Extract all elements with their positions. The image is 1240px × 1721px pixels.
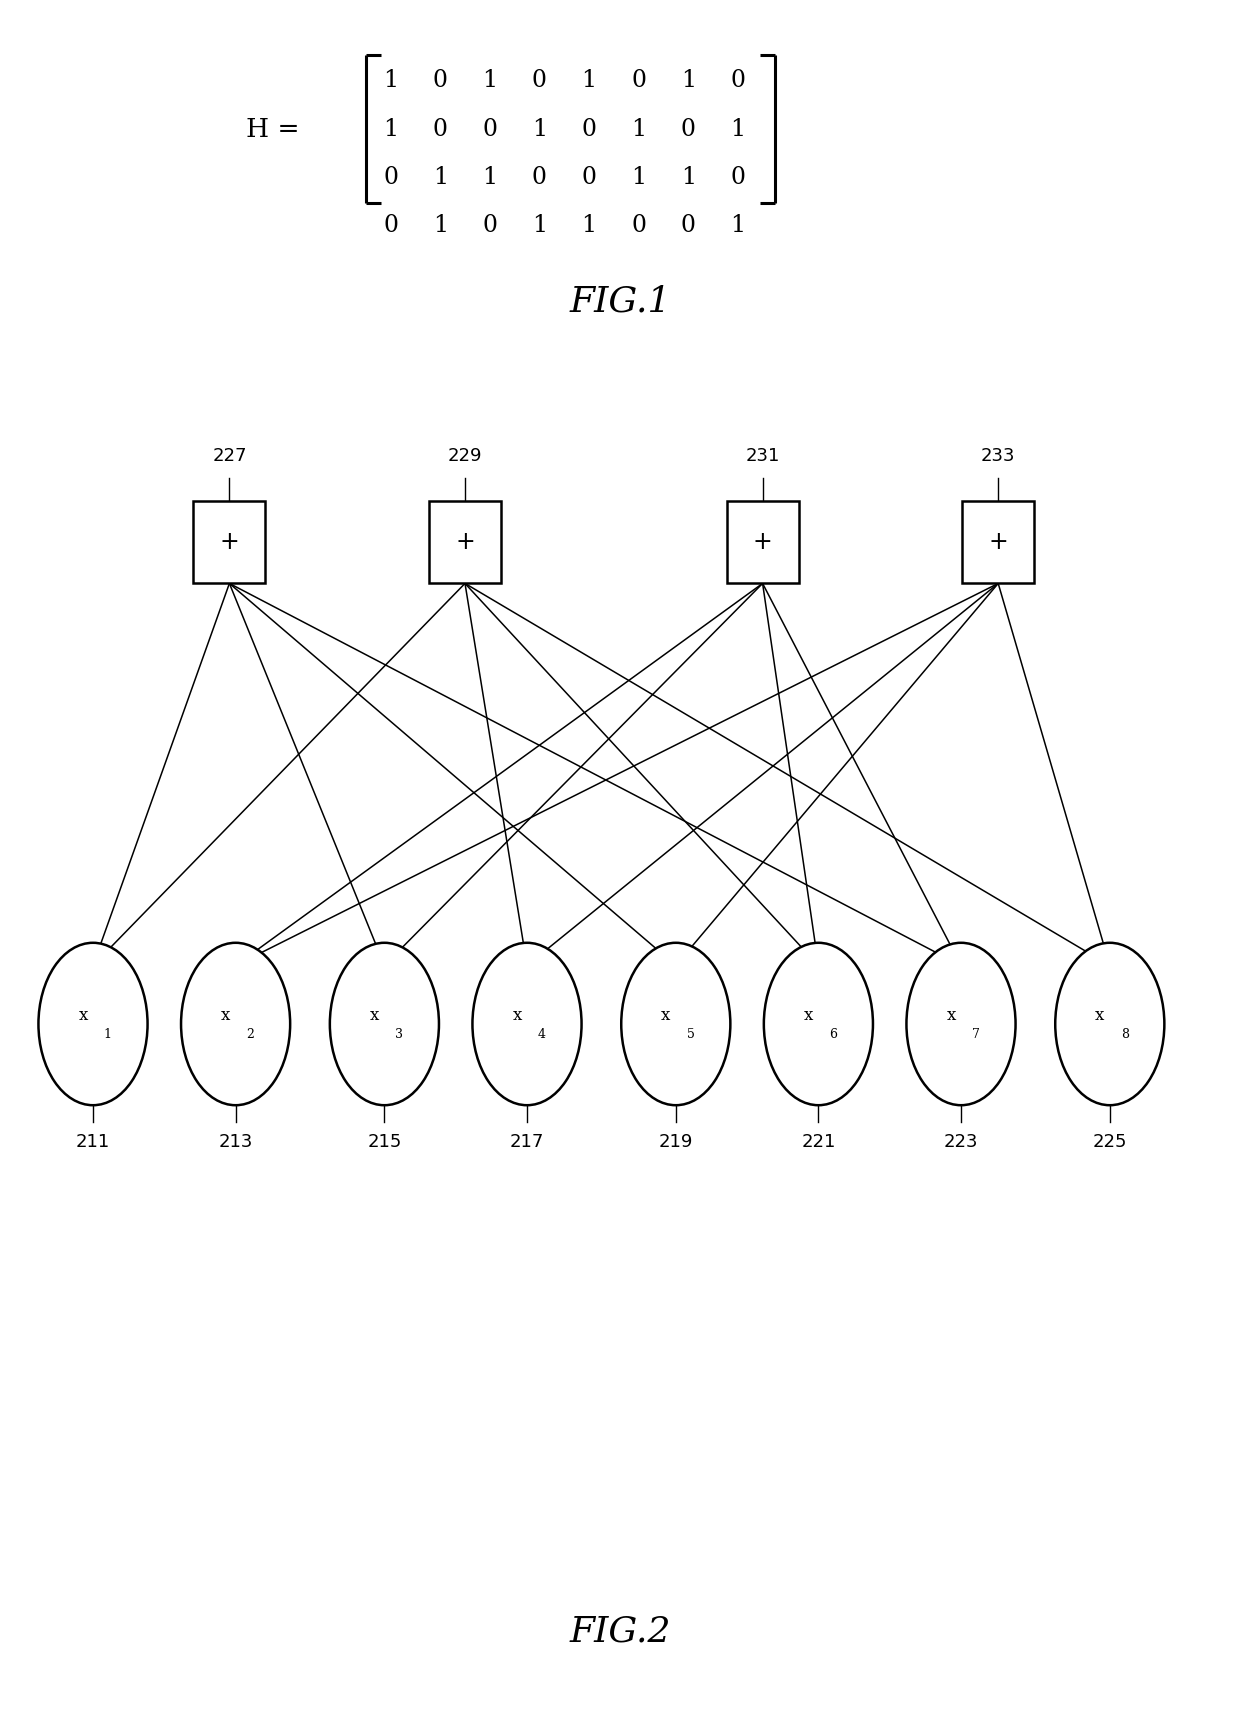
Text: 6: 6 [830,1027,837,1041]
Text: 229: 229 [448,447,482,465]
FancyBboxPatch shape [193,501,265,583]
Text: 221: 221 [801,1132,836,1151]
Ellipse shape [621,943,730,1105]
Text: x: x [370,1007,379,1024]
Ellipse shape [764,943,873,1105]
Text: 0: 0 [631,213,646,237]
Text: 0: 0 [532,165,547,189]
Text: 213: 213 [218,1132,253,1151]
Text: 225: 225 [1092,1132,1127,1151]
Text: 1: 1 [631,165,646,189]
Ellipse shape [472,943,582,1105]
Text: 1: 1 [383,117,398,141]
Text: 0: 0 [383,213,398,237]
Text: 0: 0 [482,213,497,237]
Text: 1: 1 [730,213,745,237]
FancyBboxPatch shape [962,501,1034,583]
Text: 227: 227 [212,447,247,465]
Text: 1: 1 [482,69,497,93]
Text: 1: 1 [582,69,596,93]
Text: 0: 0 [433,69,448,93]
Text: 1: 1 [433,213,448,237]
Text: 1: 1 [681,69,696,93]
Text: +: + [455,530,475,554]
Text: 1: 1 [582,213,596,237]
FancyBboxPatch shape [429,501,501,583]
Text: 0: 0 [582,165,596,189]
Text: 223: 223 [944,1132,978,1151]
Text: x: x [512,1007,522,1024]
Text: x: x [1095,1007,1105,1024]
Text: 4: 4 [538,1027,546,1041]
Text: 1: 1 [482,165,497,189]
Text: 1: 1 [681,165,696,189]
Text: 1: 1 [532,213,547,237]
Ellipse shape [1055,943,1164,1105]
Text: +: + [753,530,773,554]
Ellipse shape [38,943,148,1105]
Text: 0: 0 [532,69,547,93]
Text: 1: 1 [532,117,547,141]
Text: 8: 8 [1121,1027,1128,1041]
Text: 1: 1 [730,117,745,141]
Text: 5: 5 [687,1027,694,1041]
Text: 1: 1 [433,165,448,189]
Text: x: x [78,1007,88,1024]
Text: 0: 0 [383,165,398,189]
Text: 1: 1 [104,1027,112,1041]
Text: x: x [221,1007,231,1024]
Text: 1: 1 [383,69,398,93]
Text: 231: 231 [745,447,780,465]
Text: x: x [946,1007,956,1024]
Ellipse shape [906,943,1016,1105]
Text: 0: 0 [730,69,745,93]
Text: FIG.2: FIG.2 [569,1614,671,1649]
Text: FIG.1: FIG.1 [569,284,671,318]
Text: x: x [804,1007,813,1024]
Text: 0: 0 [482,117,497,141]
Ellipse shape [330,943,439,1105]
Text: 3: 3 [396,1027,403,1041]
Text: 0: 0 [681,213,696,237]
Text: 0: 0 [631,69,646,93]
Text: 1: 1 [631,117,646,141]
Text: 7: 7 [972,1027,980,1041]
Text: 219: 219 [658,1132,693,1151]
Text: 215: 215 [367,1132,402,1151]
Ellipse shape [181,943,290,1105]
Text: 0: 0 [433,117,448,141]
Text: +: + [988,530,1008,554]
Text: H =: H = [246,117,300,141]
Text: 217: 217 [510,1132,544,1151]
Text: 233: 233 [981,447,1016,465]
Text: 0: 0 [681,117,696,141]
Text: 2: 2 [247,1027,254,1041]
Text: 0: 0 [582,117,596,141]
FancyBboxPatch shape [727,501,799,583]
Text: x: x [661,1007,671,1024]
Text: +: + [219,530,239,554]
Text: 211: 211 [76,1132,110,1151]
Text: 0: 0 [730,165,745,189]
